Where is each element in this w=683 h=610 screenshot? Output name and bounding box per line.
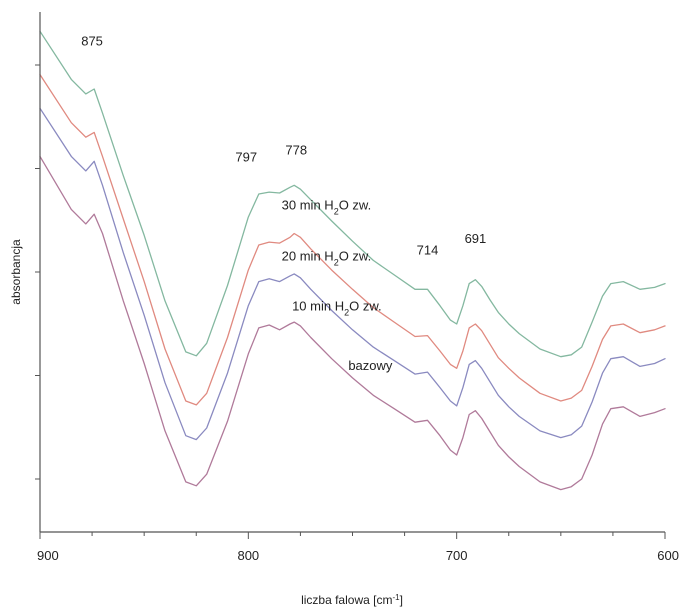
x-tick-label: 800	[237, 548, 259, 563]
series-group	[39, 30, 666, 491]
series-line-2	[39, 73, 666, 406]
series-label: 20 min H2O zw.	[282, 248, 372, 267]
peak-label: 875	[81, 34, 103, 49]
series-labels: 30 min H2O zw. 20 min H2O zw. 10 min H2O z…	[282, 197, 393, 373]
peak-label: 778	[285, 143, 307, 158]
series-label: 10 min H2O zw.	[292, 299, 382, 318]
series-line-1	[39, 107, 666, 441]
peak-label: 797	[235, 149, 257, 164]
x-axis-label: liczba falowa [cm-1]	[301, 593, 403, 608]
peak-labels: 875 797 778 714 691	[81, 34, 486, 258]
series-line-0	[39, 155, 666, 491]
y-axis-label: absorbancja	[9, 239, 23, 305]
series-line-3	[39, 30, 666, 358]
series-label: bazowy	[348, 358, 393, 373]
x-tick-label: 600	[657, 548, 679, 563]
x-tick-label: 900	[37, 548, 59, 563]
peak-label: 691	[465, 231, 487, 246]
x-tick-label: 700	[446, 548, 468, 563]
peak-label: 714	[417, 243, 439, 258]
y-ticks	[35, 64, 40, 480]
series-label: 30 min H2O zw.	[282, 197, 372, 216]
x-ticks: 900 800 700 600	[37, 532, 679, 563]
